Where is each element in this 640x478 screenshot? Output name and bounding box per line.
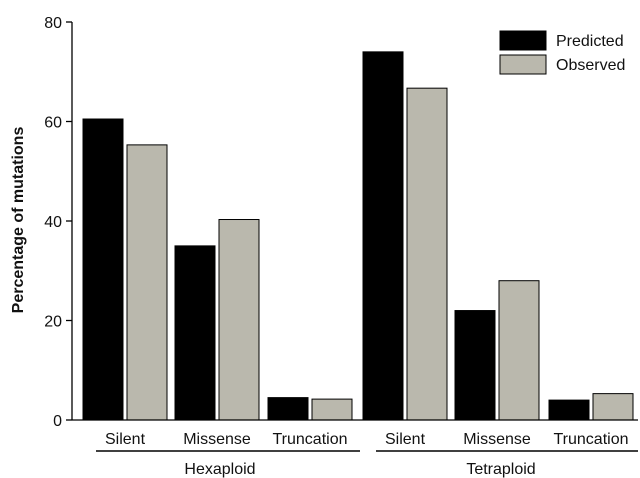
x-tick-label: Truncation (273, 431, 348, 448)
bar-predicted-hexaploid-truncation (267, 397, 309, 421)
y-tick-label: 80 (44, 15, 62, 32)
x-tick-label: Silent (105, 431, 146, 448)
legend-swatch-predicted (499, 30, 547, 51)
x-tick-label: Missense (183, 431, 251, 448)
y-axis: 0 20 40 60 80 (44, 15, 73, 430)
x-tick-label: Truncation (554, 431, 629, 448)
y-tick-label: 40 (44, 214, 62, 231)
y-tick-label: 60 (44, 115, 62, 132)
group-label: Hexaploid (184, 461, 255, 478)
bar-observed-hexaploid-missense (218, 219, 260, 421)
group-label: Tetraploid (466, 461, 535, 478)
bar-observed-hexaploid-truncation (311, 398, 353, 421)
y-tick-label: 20 (44, 314, 62, 331)
legend-swatch-observed (499, 54, 547, 75)
bar-observed-tetraploid-missense (498, 280, 540, 421)
legend: Predicted Observed (499, 30, 625, 75)
legend-label-predicted: Predicted (556, 33, 624, 50)
bar-predicted-tetraploid-silent (362, 51, 404, 421)
bar-predicted-hexaploid-silent (82, 118, 124, 421)
bar-predicted-tetraploid-truncation (548, 399, 590, 421)
x-tick-label: Silent (385, 431, 426, 448)
y-axis-label: Percentage of mutations (10, 127, 27, 314)
bar-predicted-hexaploid-missense (174, 245, 216, 421)
x-axis-labels: Silent Missense Truncation Hexaploid Silent M… (96, 431, 638, 478)
bar-observed-hexaploid-silent (126, 144, 168, 421)
x-tick-label: Missense (463, 431, 531, 448)
bars (72, 51, 638, 421)
bar-observed-tetraploid-truncation (592, 393, 634, 421)
bar-observed-tetraploid-silent (406, 87, 448, 421)
bar-predicted-tetraploid-missense (454, 310, 496, 421)
legend-label-observed: Observed (556, 57, 625, 74)
y-tick-label: 0 (53, 413, 62, 430)
